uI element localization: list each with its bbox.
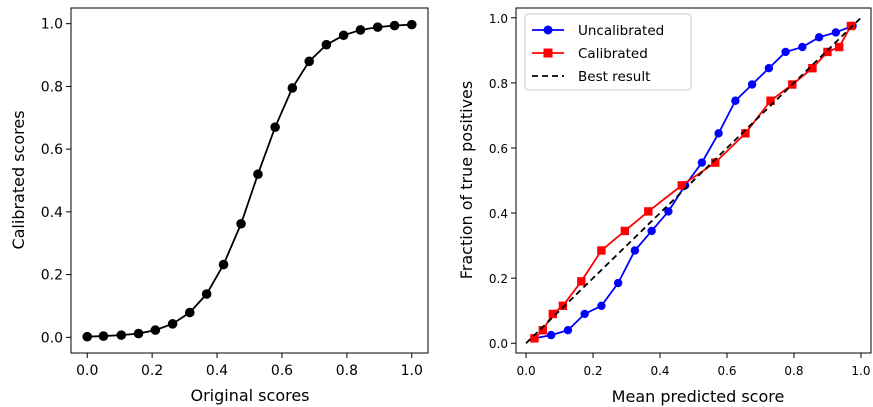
y-tick-label: 0.6 [489,142,508,156]
x-tick-label: 0.6 [717,364,736,378]
x-tick-label: 0.6 [271,363,293,379]
y-tick-label: 0.2 [41,268,63,284]
data-point [580,309,589,319]
x-tick-label: 0.0 [76,363,98,379]
y-tick-label: 0.8 [41,79,63,95]
data-point [236,218,246,229]
data-point [558,301,568,311]
y-axis-label: Fraction of true positives [457,81,476,279]
y-tick-label: 0.0 [489,337,508,351]
data-point [218,259,229,270]
data-point [546,330,556,340]
y-axis-label: Calibrated scores [9,110,28,249]
legend-marker [543,25,553,35]
data-point [321,39,332,50]
data-point [647,226,656,236]
data-point [613,278,623,288]
data-point [577,277,586,286]
data-point [98,331,109,341]
y-tick-label: 1.0 [41,17,63,33]
data-point [747,80,757,89]
y-tick-label: 0.0 [41,330,63,346]
y-tick-label: 0.4 [41,205,63,221]
data-point [711,158,720,167]
data-series [82,19,417,342]
x-tick-label: 0.0 [517,364,536,378]
data-point [677,181,686,190]
data-point [338,30,349,41]
data-point [270,122,280,132]
data-series [525,17,862,344]
data-point [620,226,630,236]
data-point [831,28,841,37]
data-point [287,83,298,93]
data-point [814,33,824,42]
data-point [116,330,127,340]
data-point [697,158,707,167]
data-point [597,301,606,311]
data-point [530,334,539,343]
legend-marker [543,48,553,58]
data-point [538,326,547,335]
data-point [630,246,640,255]
x-tick-label: 0.4 [206,363,228,379]
data-point [133,328,144,339]
data-point [741,129,750,138]
x-tick-label: 0.2 [141,363,163,379]
data-point [781,47,790,57]
data-point [167,319,178,329]
data-point [184,307,195,318]
data-point [201,289,212,299]
data-point [664,207,673,216]
x-tick-label: 0.2 [583,364,602,378]
data-point [766,96,775,105]
axis-ticks: 0.0 0.2 0.4 0.6 0.8 1.0 0.0 0.2 0.4 0.6 0.8 1.0 [489,12,871,378]
data-point [764,64,774,73]
x-tick-label: 0.4 [650,364,669,378]
data-point [731,96,740,105]
data-point [823,47,832,57]
data-point [304,56,315,67]
data-point [82,331,93,342]
x-tick-label: 1.0 [851,364,870,378]
x-tick-label: 1.0 [401,363,423,379]
data-point [150,325,161,335]
x-axis-label: Mean predicted score [612,387,785,406]
data-point [372,22,383,32]
data-point [798,42,807,52]
data-point [406,19,417,30]
data-point [563,326,573,335]
data-point [834,42,844,52]
data-point [355,25,366,35]
legend-label: Uncalibrated [578,23,664,39]
y-tick-label: 0.2 [489,272,508,286]
x-tick-label: 0.8 [784,364,803,378]
calibration-mapping-chart: 0.0 0.2 0.4 0.6 0.8 1.0 0.0 0.2 0.4 0.6 0.8 1.0 Ori… [9,7,429,405]
data-point [389,20,400,31]
reliability-diagram-chart: 0.0 0.2 0.4 0.6 0.8 1.0 0.0 0.2 0.4 0.6 0.8 1.0 Mea… [457,7,872,406]
x-tick-label: 0.8 [336,363,358,379]
plot-frame [70,7,429,354]
legend: Uncalibrated Calibrated Best result [524,13,692,91]
data-point [808,64,817,73]
legend-box [524,13,692,91]
legend-label: Best result [578,69,650,85]
data-point [548,309,558,319]
data-point [644,207,653,216]
x-axis-label: Original scores [190,386,309,405]
legend-label: Calibrated [578,46,648,62]
y-tick-label: 1.0 [489,12,508,26]
data-point [253,169,263,180]
data-point [597,246,606,255]
y-tick-label: 0.4 [489,207,508,221]
data-point [714,129,723,138]
data-point [846,21,856,31]
axis-ticks: 0.0 0.2 0.4 0.6 0.8 1.0 0.0 0.2 0.4 0.6 0.8 1.0 [41,17,423,379]
y-tick-label: 0.6 [41,142,63,158]
series-line [525,17,862,344]
y-tick-label: 0.8 [489,77,508,91]
